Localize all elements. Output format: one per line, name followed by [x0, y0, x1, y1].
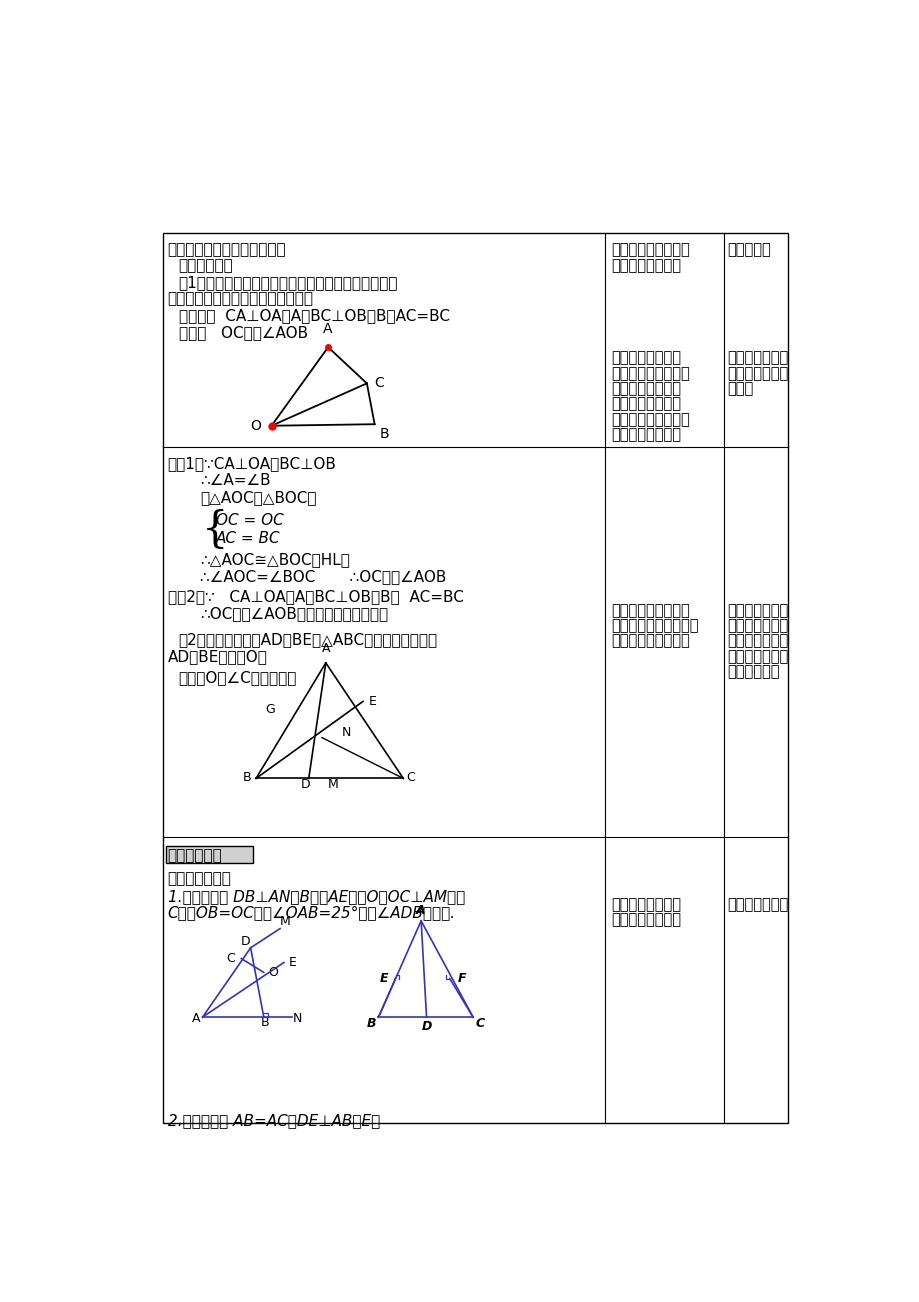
- Text: O: O: [268, 966, 278, 979]
- Text: 分析问题、解决: 分析问题、解决: [726, 648, 788, 664]
- Text: B: B: [367, 1017, 376, 1030]
- Text: 使学生明确角平: 使学生明确角平: [726, 350, 788, 366]
- Text: 线不再用证三角形: 线不再用证三角形: [610, 381, 680, 396]
- Text: 应用，培养学生: 应用，培养学生: [726, 634, 788, 648]
- Text: 巩固本节所学。: 巩固本节所学。: [726, 897, 788, 911]
- Text: D: D: [240, 935, 250, 948]
- Text: E: E: [379, 973, 388, 986]
- Text: 三、课堂训练: 三、课堂训练: [167, 848, 222, 863]
- Text: ∴OC平分∠AOB（角平分线判定定理）: ∴OC平分∠AOB（角平分线判定定理）: [200, 605, 388, 621]
- Text: 全等后再证角相等: 全等后再证角相等: [610, 397, 680, 411]
- Text: 概括能力。: 概括能力。: [726, 242, 770, 258]
- Text: N: N: [292, 1012, 301, 1025]
- Text: 问他们的做法正确？那一种方法好？: 问他们的做法正确？那一种方法好？: [167, 290, 313, 306]
- Bar: [163, 233, 787, 1122]
- Text: AD、BE相交于O点: AD、BE相交于O点: [167, 648, 267, 664]
- Text: C: C: [373, 376, 383, 391]
- Text: 作用。: 作用。: [726, 381, 753, 396]
- Text: E: E: [289, 956, 296, 969]
- Text: N: N: [341, 725, 350, 738]
- Text: C: C: [226, 952, 235, 965]
- Text: A: A: [192, 1012, 200, 1025]
- Text: A: A: [323, 323, 333, 336]
- Text: ∴∠A=∠B: ∴∠A=∠B: [200, 474, 270, 488]
- Text: OC = OC: OC = OC: [216, 513, 283, 527]
- Text: 定条件下，证角平分: 定条件下，证角平分: [610, 366, 689, 380]
- Text: 教师引导学生分析，: 教师引导学生分析，: [610, 603, 689, 618]
- Text: 的性质与判定的: 的性质与判定的: [726, 618, 788, 633]
- Text: 测及证明，归纳角平: 测及证明，归纳角平: [610, 242, 689, 258]
- Text: 多媒体展示：: 多媒体展示：: [178, 259, 233, 273]
- Text: 证法1：∵CA⊥OA，BC⊥OB: 证法1：∵CA⊥OA，BC⊥OB: [167, 457, 336, 471]
- Text: E: E: [369, 695, 377, 708]
- Text: （2）已知：如图，AD、BE是△ABC的两个角平分线，: （2）已知：如图，AD、BE是△ABC的两个角平分线，: [178, 631, 437, 647]
- Text: 在△AOC和△BOC中: 在△AOC和△BOC中: [200, 491, 316, 505]
- Text: D: D: [301, 777, 310, 790]
- Text: B: B: [261, 1017, 269, 1030]
- Text: C，且OB=OC，若∠OAB=25°，求∠ADB的度数.: C，且OB=OC，若∠OAB=25°，求∠ADB的度数.: [167, 905, 455, 919]
- Text: 巩固角的平分线: 巩固角的平分线: [726, 603, 788, 618]
- Text: 2.如图，已知 AB=AC，DE⊥AB于E，: 2.如图，已知 AB=AC，DE⊥AB于E，: [167, 1113, 380, 1129]
- Bar: [166, 846, 253, 863]
- Text: B: B: [243, 772, 251, 785]
- Text: 思考，写出证明过程。: 思考，写出证明过程。: [610, 618, 698, 633]
- Text: {: {: [201, 509, 228, 551]
- Text: （1）现有一条题目，两位同学分别用两种方法证明，: （1）现有一条题目，两位同学分别用两种方法证明，: [178, 275, 398, 290]
- Text: 问题的能力。: 问题的能力。: [726, 664, 779, 680]
- Text: AC = BC: AC = BC: [216, 531, 280, 547]
- Text: D: D: [421, 1019, 431, 1032]
- Text: A: A: [416, 904, 425, 917]
- Text: 学生应用角的平分: 学生应用角的平分: [610, 897, 680, 911]
- Text: 分线的判定定理。: 分线的判定定理。: [610, 258, 680, 273]
- Text: 分线判定定理的: 分线判定定理的: [726, 366, 788, 380]
- Text: F: F: [457, 973, 466, 986]
- Text: M: M: [327, 777, 338, 790]
- Text: G: G: [265, 703, 275, 716]
- Text: 平分线判定定理。: 平分线判定定理。: [610, 427, 680, 443]
- Text: 角平分线的判定定理的应用：: 角平分线的判定定理的应用：: [167, 242, 286, 258]
- Text: A: A: [322, 642, 330, 655]
- Text: 线判定定理解题。: 线判定定理解题。: [610, 913, 680, 927]
- Text: 1.如图，已知 DB⊥AN于B，交AE于点O，OC⊥AM于点: 1.如图，已知 DB⊥AN于B，交AE于点O，OC⊥AM于点: [167, 889, 464, 905]
- Text: C: C: [406, 772, 415, 785]
- Text: 已知：，  CA⊥OA于A，BC⊥OB于B，AC=BC: 已知：， CA⊥OA于A，BC⊥OB于B，AC=BC: [178, 309, 449, 323]
- Text: 教师规范书写格式。: 教师规范书写格式。: [610, 634, 689, 648]
- Text: 学生明确在已知一: 学生明确在已知一: [610, 350, 680, 366]
- Text: B: B: [380, 427, 390, 441]
- Text: ∴∠AOC=∠BOC       ∴OC平分∠AOB: ∴∠AOC=∠BOC ∴OC平分∠AOB: [200, 569, 446, 585]
- Text: 证法2：∵   CA⊥OA于A，BC⊥OB于B，  AC=BC: 证法2：∵ CA⊥OA于A，BC⊥OB于B， AC=BC: [167, 589, 463, 604]
- Text: 求证：O在∠C的平分线上: 求证：O在∠C的平分线上: [178, 671, 297, 686]
- Text: O: O: [250, 419, 260, 432]
- Text: C: C: [475, 1017, 484, 1030]
- Text: 得出，可直接运用角: 得出，可直接运用角: [610, 411, 689, 427]
- Text: ∴△AOC≅△BOC（HL）: ∴△AOC≅△BOC（HL）: [200, 552, 350, 566]
- Text: 多媒体展示：、: 多媒体展示：、: [167, 871, 232, 885]
- Text: M: M: [279, 915, 289, 928]
- Text: 求证：   OC平分∠AOB: 求证： OC平分∠AOB: [178, 326, 307, 341]
